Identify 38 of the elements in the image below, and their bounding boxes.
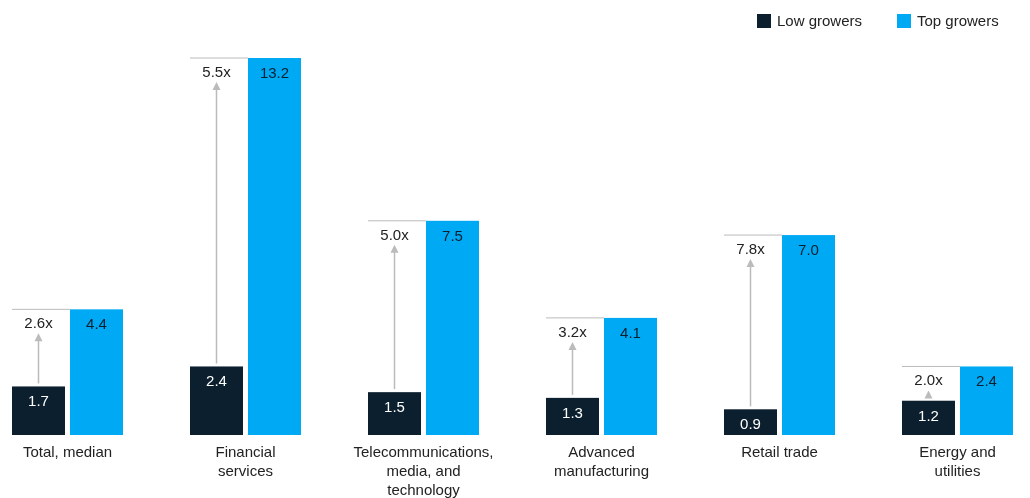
- data-label: 7.5: [442, 226, 463, 244]
- bar: [368, 392, 421, 435]
- data-label: 1.7: [28, 392, 49, 410]
- annotation: 5.5x: [202, 63, 232, 80]
- data-label: 13.2: [259, 64, 290, 81]
- data-label: 1.3: [562, 403, 583, 421]
- x-tick-label: Telecommunications, media, and technology: [353, 443, 494, 498]
- x-tick-label: Total, median: [22, 443, 113, 460]
- data-label: 2.4: [976, 372, 997, 390]
- data-label: 2.4: [206, 372, 227, 390]
- bar: [902, 400, 955, 435]
- annotation: 7.8x: [736, 240, 766, 258]
- data-label: 4.1: [620, 323, 641, 341]
- bar: [248, 58, 301, 435]
- bar: [960, 366, 1013, 435]
- data-label: 4.4: [86, 315, 107, 333]
- data-label: 1.5: [384, 398, 405, 416]
- bar: [70, 309, 123, 435]
- x-tick-label: Energy and utilities: [919, 443, 996, 479]
- annotation: 3.2x: [558, 322, 588, 340]
- legend-label: Top growers: [917, 12, 999, 29]
- bar: [604, 317, 657, 435]
- annotation: 5.0x: [380, 225, 410, 243]
- legend-label: Low growers: [777, 12, 863, 29]
- x-tick-label: Advanced manufacturing: [553, 443, 650, 479]
- data-label: 1.2: [918, 406, 939, 424]
- annotation: 2.0x: [914, 371, 944, 389]
- bar: [724, 409, 777, 435]
- annotation: 2.6x: [24, 314, 54, 332]
- bar: [426, 220, 479, 435]
- bar: [12, 386, 65, 435]
- data-label: 7.0: [798, 241, 819, 259]
- data-label: 0.9: [740, 415, 761, 433]
- x-tick-label: Retail trade: [741, 443, 818, 460]
- x-tick-label: Financial services: [215, 443, 276, 479]
- bar: [546, 397, 599, 435]
- bar: [782, 235, 835, 435]
- bar: [190, 366, 243, 435]
